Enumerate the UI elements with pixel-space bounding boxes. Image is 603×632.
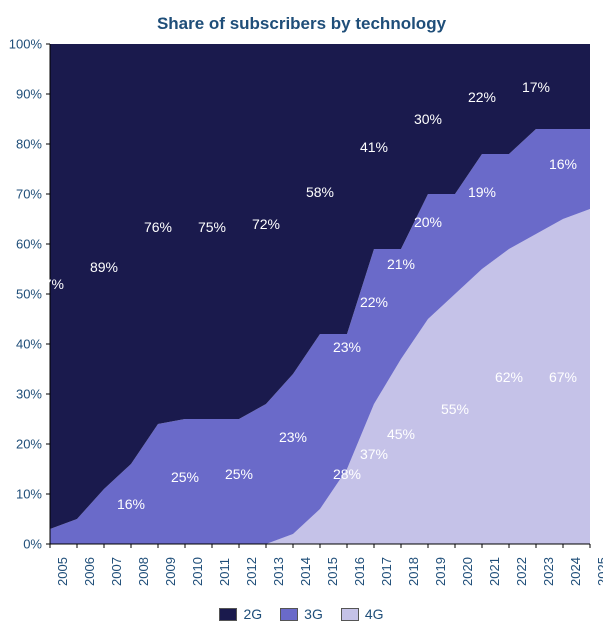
legend-label: 3G [304, 606, 323, 622]
legend-swatch [280, 608, 298, 621]
data-label: 25% [225, 466, 253, 482]
data-label: 76% [144, 219, 172, 235]
x-axis-label: 2025 [595, 557, 603, 586]
data-label: 16% [117, 496, 145, 512]
data-label: 41% [360, 139, 388, 155]
data-label: 97% [36, 276, 64, 292]
chart-title: Share of subscribers by technology [0, 14, 603, 34]
data-label: 22% [360, 294, 388, 310]
data-label: 30% [414, 111, 442, 127]
axes-svg [50, 44, 591, 550]
data-label: 28% [333, 466, 361, 482]
x-axis-label: 2019 [433, 557, 448, 586]
data-label: 89% [90, 259, 118, 275]
data-label: 75% [198, 219, 226, 235]
data-label: 37% [360, 446, 388, 462]
data-label: 55% [441, 401, 469, 417]
x-axis-label: 2009 [163, 557, 178, 586]
y-axis-label: 30% [0, 387, 42, 402]
data-label: 72% [252, 216, 280, 232]
y-axis-label: 80% [0, 137, 42, 152]
y-axis-label: 40% [0, 337, 42, 352]
legend: 2G 3G 4G [0, 606, 603, 622]
x-axis-label: 2018 [406, 557, 421, 586]
x-axis-label: 2021 [487, 557, 502, 586]
y-axis-label: 0% [0, 537, 42, 552]
legend-item-3g: 3G [280, 606, 323, 622]
data-label: 58% [306, 184, 334, 200]
data-label: 20% [414, 214, 442, 230]
x-axis-label: 2012 [244, 557, 259, 586]
data-label: 23% [333, 339, 361, 355]
data-label: 17% [522, 79, 550, 95]
x-axis-label: 2014 [298, 557, 313, 586]
y-axis-label: 20% [0, 437, 42, 452]
x-axis-label: 2010 [190, 557, 205, 586]
y-axis-label: 60% [0, 237, 42, 252]
x-axis-label: 2011 [217, 558, 232, 586]
legend-swatch [341, 608, 359, 621]
y-axis-label: 10% [0, 487, 42, 502]
data-label: 23% [279, 429, 307, 445]
x-axis-label: 2015 [325, 557, 340, 586]
data-label: 67% [549, 369, 577, 385]
data-label: 16% [549, 156, 577, 172]
x-axis-label: 2024 [568, 557, 583, 586]
data-label: 45% [387, 426, 415, 442]
legend-label: 4G [365, 606, 384, 622]
data-label: 25% [171, 469, 199, 485]
legend-label: 2G [243, 606, 262, 622]
x-axis-label: 2007 [109, 557, 124, 586]
data-label: 19% [468, 184, 496, 200]
data-label: 22% [468, 89, 496, 105]
legend-item-2g: 2G [219, 606, 262, 622]
x-axis-label: 2022 [514, 557, 529, 586]
x-axis-label: 2020 [460, 557, 475, 586]
legend-swatch [219, 608, 237, 621]
x-axis-label: 2008 [136, 557, 151, 586]
x-axis-label: 2023 [541, 557, 556, 586]
x-axis-label: 2017 [379, 557, 394, 586]
x-axis-label: 2006 [82, 557, 97, 586]
data-label: 62% [495, 369, 523, 385]
x-axis-label: 2005 [55, 557, 70, 586]
data-label: 21% [387, 256, 415, 272]
plot-area [50, 44, 590, 544]
x-axis-label: 2013 [271, 557, 286, 586]
y-axis-label: 100% [0, 37, 42, 52]
y-axis-label: 90% [0, 87, 42, 102]
legend-item-4g: 4G [341, 606, 384, 622]
x-axis-label: 2016 [352, 557, 367, 586]
chart-container: Share of subscribers by technology 2G 3G 4… [0, 0, 603, 632]
y-axis-label: 70% [0, 187, 42, 202]
